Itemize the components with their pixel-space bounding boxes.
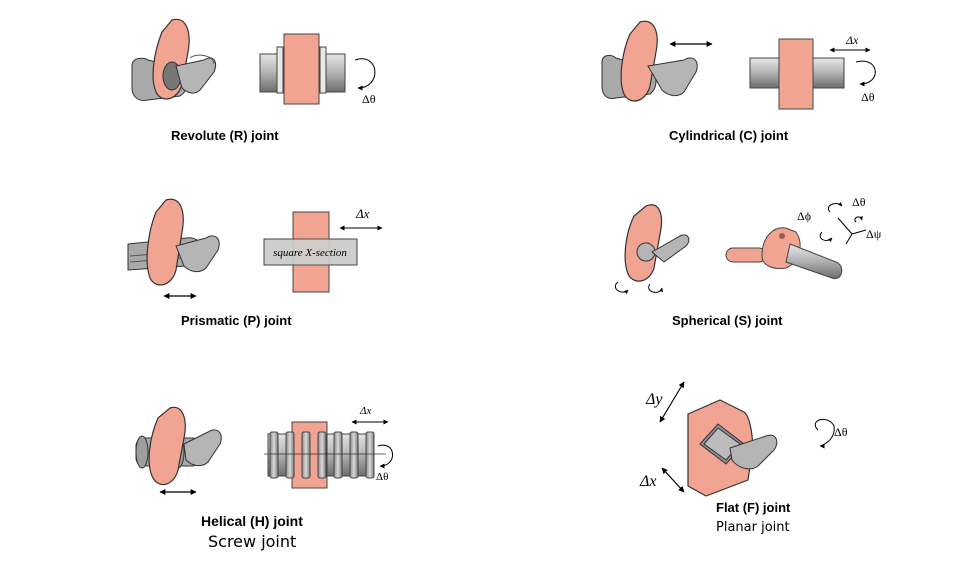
prismatic-label: Prismatic (P) joint xyxy=(181,313,292,328)
planar-label: Planar joint xyxy=(716,520,790,535)
spherical-label: Spherical (S) joint xyxy=(672,313,783,328)
helical-label: Helical (H) joint xyxy=(201,513,303,529)
flat-dx: Δx xyxy=(639,473,657,490)
prismatic-dx: Δx xyxy=(355,206,370,221)
revolute-dtheta: Δθ xyxy=(362,92,376,106)
cylindrical-label: Cylindrical (C) joint xyxy=(669,128,789,143)
helical-dtheta: Δθ xyxy=(376,471,388,483)
spherical-dpsi: Δψ xyxy=(866,227,882,241)
prismatic-section-label: square X-section xyxy=(273,247,347,259)
cylindrical-dtheta: Δθ xyxy=(861,90,875,104)
cylindrical-joint-diagram xyxy=(749,38,876,110)
spherical-joint-diagram xyxy=(725,202,867,280)
flat-joint-sketch xyxy=(659,381,835,497)
spherical-dphi: Δϕ xyxy=(797,209,811,223)
helical-joint-diagram xyxy=(264,419,393,489)
flat-dtheta: Δθ xyxy=(834,425,848,439)
prismatic-joint-sketch xyxy=(127,198,220,299)
helical-dx: Δx xyxy=(359,405,371,417)
spherical-dtheta: Δθ xyxy=(852,195,866,209)
flat-label: Flat (F) joint xyxy=(716,500,791,515)
cylindrical-joint-sketch xyxy=(601,20,713,102)
spherical-joint-sketch xyxy=(614,204,690,294)
revolute-joint-sketch xyxy=(131,18,217,101)
helical-joint-sketch xyxy=(135,406,222,495)
revolute-label: Revolute (R) joint xyxy=(171,128,279,143)
flat-dy: Δy xyxy=(645,391,663,408)
prismatic-joint-diagram xyxy=(263,211,383,293)
cylindrical-dx: Δx xyxy=(845,33,859,47)
screw-label: Screw joint xyxy=(208,532,297,551)
revolute-joint-diagram xyxy=(259,33,376,105)
